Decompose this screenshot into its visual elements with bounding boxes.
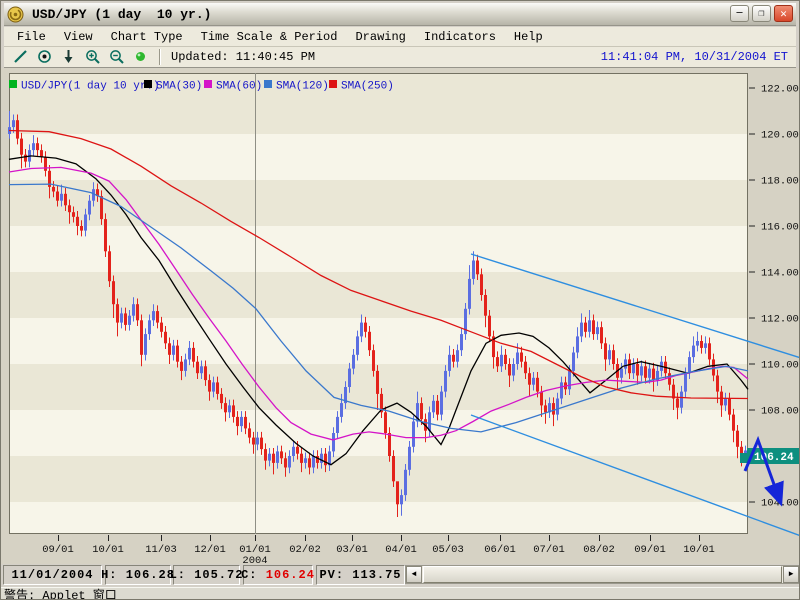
arrow-down-tool-icon	[64, 50, 73, 63]
menu-bar: File View Chart Type Time Scale & Period Dra…	[4, 27, 796, 47]
legend-label: SMA(120)	[276, 81, 329, 93]
trendline-lower[interactable]	[470, 414, 800, 537]
x-tick-label: 08/02	[583, 544, 615, 556]
y-tick-label: 116.00	[761, 222, 799, 234]
zoom-out-tool-button[interactable]	[105, 48, 129, 66]
legend-swatch	[329, 80, 337, 88]
close-button[interactable]: ✕	[774, 5, 793, 22]
chart-canvas[interactable]: 122.00 120.00 118.00 116.00 114.00 112.00 110.…	[1, 68, 800, 564]
x-tick-label: 02/02	[289, 544, 321, 556]
plot-border	[9, 73, 748, 534]
x-tick-label: 09/01	[42, 544, 74, 556]
toolbar: Updated: 11:40:45 PM 11:41:04 PM, 10/31/…	[4, 47, 796, 68]
window-title: USD/JPY (1 day 10 yr.)	[32, 6, 212, 22]
marker-tool-icon	[136, 52, 145, 61]
status-pv: PV: 113.75	[316, 565, 405, 585]
legend-item-sma-250[interactable]: SMA(250)	[329, 80, 394, 93]
menu-item-file[interactable]: File	[17, 29, 46, 44]
legend-label: SMA(60)	[216, 81, 262, 93]
window-controls: — ❐ ✕	[730, 5, 793, 22]
y-tick-label: 108.00	[761, 406, 799, 418]
menu-item-drawing[interactable]: Drawing	[355, 29, 406, 44]
scroll-left-button[interactable]: ◄	[406, 566, 422, 583]
applet-warning-text: 警告: Applet 窗口	[4, 589, 117, 600]
x-tick-label: 10/01	[92, 544, 124, 556]
legend-swatch	[204, 80, 212, 88]
last-price-tag-label: 106.24	[754, 452, 794, 464]
menu-item-indicators[interactable]: Indicators	[423, 29, 496, 44]
sma250-line	[8, 129, 749, 400]
trendline-tool-button[interactable]	[9, 48, 33, 66]
scrollbar-thumb[interactable]	[423, 566, 782, 583]
x-tick-label: 04/01	[385, 544, 417, 556]
year-label: 2004	[242, 555, 267, 564]
y-tick-label: 122.00	[761, 84, 799, 96]
menu-item-time-scale-period[interactable]: Time Scale & Period	[200, 29, 338, 44]
sma30-line	[8, 155, 749, 466]
last-price-tag	[747, 448, 799, 464]
minimize-button[interactable]: —	[730, 5, 749, 22]
applet-warning-bar: 警告: Applet 窗口	[1, 587, 799, 600]
status-h: H: 106.28	[101, 565, 174, 585]
trendline-upper[interactable]	[470, 253, 800, 359]
zoom-in-tool-icon	[86, 50, 100, 64]
market-clock: 11:41:04 PM, 10/31/2004 ET	[600, 50, 788, 64]
legend-swatch	[264, 80, 272, 88]
x-tick-label: 11/03	[145, 544, 177, 556]
x-axis: 09/01 10/01 11/03 12/01 01/01 02/02 03/01 04/01…	[42, 535, 715, 564]
x-tick-label: 05/03	[432, 544, 464, 556]
price-band	[9, 456, 748, 502]
drawn-arrow-annotation[interactable]	[743, 435, 784, 507]
legend-label: SMA(30)	[156, 81, 202, 93]
last-price-pointer	[740, 453, 748, 463]
x-tick-label: 10/01	[683, 544, 715, 556]
sma120-line	[8, 183, 749, 433]
x-tick-label: 03/01	[336, 544, 368, 556]
y-tick-label: 120.00	[761, 130, 799, 142]
x-tick-label: 09/01	[634, 544, 666, 556]
toolbar-separator	[159, 49, 161, 65]
legend-label: USD/JPY(1 day 10 yr.)	[21, 81, 160, 93]
legend-label: SMA(250)	[341, 81, 394, 93]
legend-swatch	[9, 80, 17, 88]
status-date: 11/01/2004	[3, 565, 102, 585]
zoom-out-tool-icon	[110, 50, 124, 64]
marker-tool-button[interactable]	[129, 48, 153, 66]
updated-timestamp: Updated: 11:40:45 PM	[171, 50, 316, 64]
menu-item-chart-type[interactable]: Chart Type	[110, 29, 183, 44]
legend-item-sma-60[interactable]: SMA(60)	[204, 80, 262, 93]
legend-item-sma-120[interactable]: SMA(120)	[264, 80, 329, 93]
scroll-right-button[interactable]: ►	[783, 566, 799, 583]
y-tick-label: 110.00	[761, 360, 799, 372]
price-band	[9, 73, 748, 134]
legend-swatch	[144, 80, 152, 88]
sma60-line	[8, 166, 749, 441]
status-c: C: 106.24	[241, 565, 314, 585]
price-band	[9, 272, 748, 318]
trendline-tool-icon	[14, 50, 27, 63]
menu-item-view[interactable]: View	[63, 29, 93, 44]
restore-button[interactable]: ❐	[752, 5, 771, 22]
legend-item-sma-30[interactable]: SMA(30)	[144, 80, 202, 93]
status-l: L: 105.72	[170, 565, 242, 585]
x-tick-label: 12/01	[194, 544, 226, 556]
y-tick-label: 112.00	[761, 314, 799, 326]
coin-app-icon	[7, 6, 24, 22]
price-band	[9, 180, 748, 226]
x-tick-label: 01/01	[239, 544, 271, 556]
ellipse-tool-button[interactable]	[33, 48, 57, 66]
zoom-in-tool-button[interactable]	[81, 48, 105, 66]
title-bar[interactable]: USD/JPY (1 day 10 yr.) — ❐ ✕	[4, 3, 796, 26]
legend-item-usd-jpy-1-day-10-yr[interactable]: USD/JPY(1 day 10 yr.)	[9, 80, 160, 93]
x-tick-label: 06/01	[484, 544, 516, 556]
x-tick-label: 07/01	[533, 544, 565, 556]
ellipse-tool-icon	[38, 50, 51, 63]
y-tick-label: 114.00	[761, 268, 799, 280]
chart-legend: USD/JPY(1 day 10 yr.)SMA(30) SMA(60) SMA(1…	[9, 80, 394, 93]
menu-item-help[interactable]: Help	[513, 29, 543, 44]
arrow-down-tool-button[interactable]	[57, 48, 81, 66]
horizontal-scrollbar[interactable]: ◄ ►	[405, 565, 799, 584]
y-tick-label: 118.00	[761, 176, 799, 188]
